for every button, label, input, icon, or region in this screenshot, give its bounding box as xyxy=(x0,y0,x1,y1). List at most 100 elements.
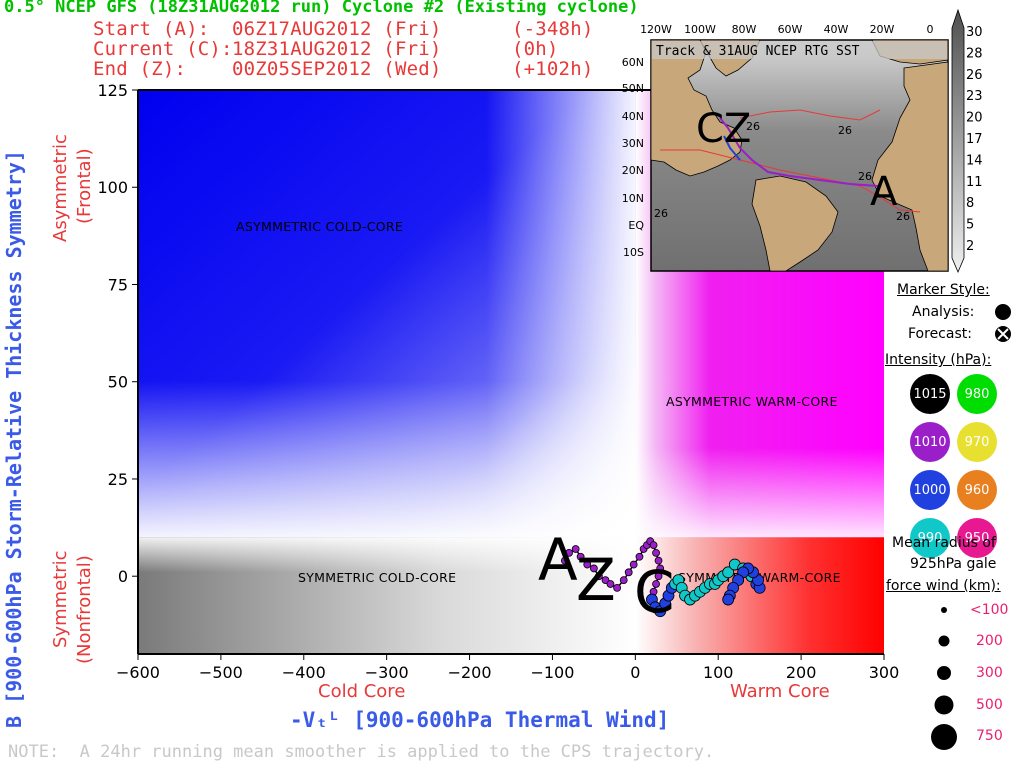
start-time: 06Z17AUG2012 (Fri) xyxy=(232,18,442,40)
y-lower-label-1: Symmetric xyxy=(50,550,71,648)
current-offset: (0h) xyxy=(512,38,559,60)
inset-track-map: Track & 31AUG NCEP RTG SST A CZ 26 26 26… xyxy=(650,39,949,272)
radius-title-1: Mean radius of xyxy=(892,535,996,551)
colorbar-label: 28 xyxy=(966,46,983,61)
inset-lat-label: 60N xyxy=(622,56,644,69)
colorbar-label: 30 xyxy=(966,25,983,40)
sst-label-5: 26 xyxy=(896,210,910,223)
colorbar-label: 23 xyxy=(966,89,983,104)
colorbar-label: 8 xyxy=(966,196,974,211)
analysis-label: Analysis: xyxy=(912,304,975,320)
radius-label-200: 200 xyxy=(976,633,1003,649)
current-time: 18Z31AUG2012 (Fri) xyxy=(232,38,442,60)
x-tick-label: 0 xyxy=(630,663,640,682)
x-tick-labels: −600 −500 −400 −300 −200 −100 0 100 200 300 xyxy=(116,654,899,682)
trajectory-point xyxy=(576,552,585,561)
inset-lat-label: 30N xyxy=(622,137,644,150)
trajectory-point xyxy=(583,560,592,569)
inset-lon-label: 40W xyxy=(824,23,849,36)
trajectory-point xyxy=(654,572,663,581)
x-tick-label: 100 xyxy=(703,663,734,682)
radius-size-dot xyxy=(931,724,957,750)
y-tick-label: 125 xyxy=(97,81,128,100)
quadrant-shading xyxy=(138,90,884,654)
footnote: NOTE: A 24hr running mean smoother is ap… xyxy=(8,742,715,762)
sst-label-3: 26 xyxy=(858,170,872,183)
colorbar-label: 26 xyxy=(966,68,983,83)
trajectory-point xyxy=(589,564,598,573)
inset-title: Track & 31AUG NCEP RTG SST xyxy=(656,44,860,59)
inset-lon-labels: 120W 100W 80W 60W 40W 20W 0 xyxy=(640,23,933,36)
trajectory-point xyxy=(560,556,569,565)
asym-cold-fade-h xyxy=(138,90,636,538)
inset-lon-label: 20W xyxy=(870,23,895,36)
x-left-label: Cold Core xyxy=(318,681,406,702)
trajectory-point xyxy=(571,545,580,553)
cps-trajectory xyxy=(560,537,766,618)
trajectory-point xyxy=(635,552,644,561)
sst-label-4: 26 xyxy=(654,207,668,220)
forecast-cross-icon xyxy=(997,328,1009,340)
trajectory-point xyxy=(613,583,621,592)
y-tick-labels: 0 25 50 75 100 125 xyxy=(97,81,138,586)
x-tick-label: 300 xyxy=(869,663,900,682)
trajectory-point xyxy=(594,572,603,581)
current-label: Current (C): xyxy=(93,38,233,60)
intensity-bubble: 950 xyxy=(957,518,997,558)
trajectory-point xyxy=(619,576,628,584)
south-america-land xyxy=(751,175,839,272)
region-asymmetric-cold-core: ASYMMETRIC COLD-CORE xyxy=(236,219,403,234)
inset-lat-label: 10S xyxy=(623,246,644,259)
end-offset: (+102h) xyxy=(512,58,594,80)
x-tick-label: −200 xyxy=(448,663,492,682)
sst-26-contour-south xyxy=(660,149,921,213)
end-time: 00Z05SEP2012 (Wed) xyxy=(232,58,442,80)
colorbar-label: 2 xyxy=(966,239,974,254)
y-tick-label: 75 xyxy=(108,275,128,294)
radius-size-dot xyxy=(941,607,947,613)
inset-track-forecast xyxy=(723,135,741,161)
inset-lon-label: 60W xyxy=(778,23,803,36)
sst-colorbar xyxy=(951,8,965,274)
radius-size-dot xyxy=(934,695,954,715)
y-tick-label: 0 xyxy=(118,567,128,586)
start-offset: (-348h) xyxy=(512,18,594,40)
colorbar-label: 20 xyxy=(966,111,983,126)
trajectory-point xyxy=(565,548,573,557)
x-tick-label: −600 xyxy=(116,663,160,682)
intensity-bubble: 960 xyxy=(957,470,997,510)
x-axis-label: -Vₜᴸ [900-600hPa Thermal Wind] xyxy=(290,708,670,732)
colorbar-label: 5 xyxy=(966,218,974,233)
marker-end-z: Z xyxy=(576,546,616,614)
y-upper-label-2: (Frontal) xyxy=(74,148,95,224)
colorbar-label: 14 xyxy=(966,153,983,168)
trajectory-point xyxy=(654,556,663,565)
radius-size-dot xyxy=(937,666,951,680)
inset-lon-label: 100W xyxy=(684,23,716,36)
intensity-bubble: 1015 xyxy=(910,374,950,414)
inset-lat-label: EQ xyxy=(628,219,644,232)
x-tick-label: 200 xyxy=(786,663,817,682)
x-right-label: Warm Core xyxy=(730,681,830,702)
intensity-bubble: 990 xyxy=(910,518,950,558)
trajectory-point xyxy=(652,548,660,557)
intensity-bubble: 1000 xyxy=(910,470,950,510)
marker-style-title: Marker Style: xyxy=(897,282,990,298)
inset-lon-label: 80W xyxy=(732,23,757,36)
radius-label-100: <100 xyxy=(970,602,1009,618)
inset-marker-a: A xyxy=(870,169,898,215)
radius-size-dot xyxy=(938,635,950,647)
intensity-title: Intensity (hPa): xyxy=(885,352,992,368)
inset-lat-label: 10N xyxy=(622,192,644,205)
x-tick-label: −400 xyxy=(282,663,326,682)
y-tick-label: 100 xyxy=(97,178,128,197)
sst-label-1: 26 xyxy=(746,120,760,133)
radius-title-3: force wind (km): xyxy=(886,578,1001,594)
inset-lon-label: 120W xyxy=(640,23,672,36)
radius-label-500: 500 xyxy=(976,697,1003,713)
inset-lat-label: 40N xyxy=(622,110,644,123)
trajectory-point xyxy=(624,568,633,577)
region-symmetric-cold-core: SYMMETRIC COLD-CORE xyxy=(298,570,456,585)
y-axis-label: B [900-600hPa Storm-Relative Thickness S… xyxy=(2,150,26,728)
trajectory-point xyxy=(629,560,638,569)
